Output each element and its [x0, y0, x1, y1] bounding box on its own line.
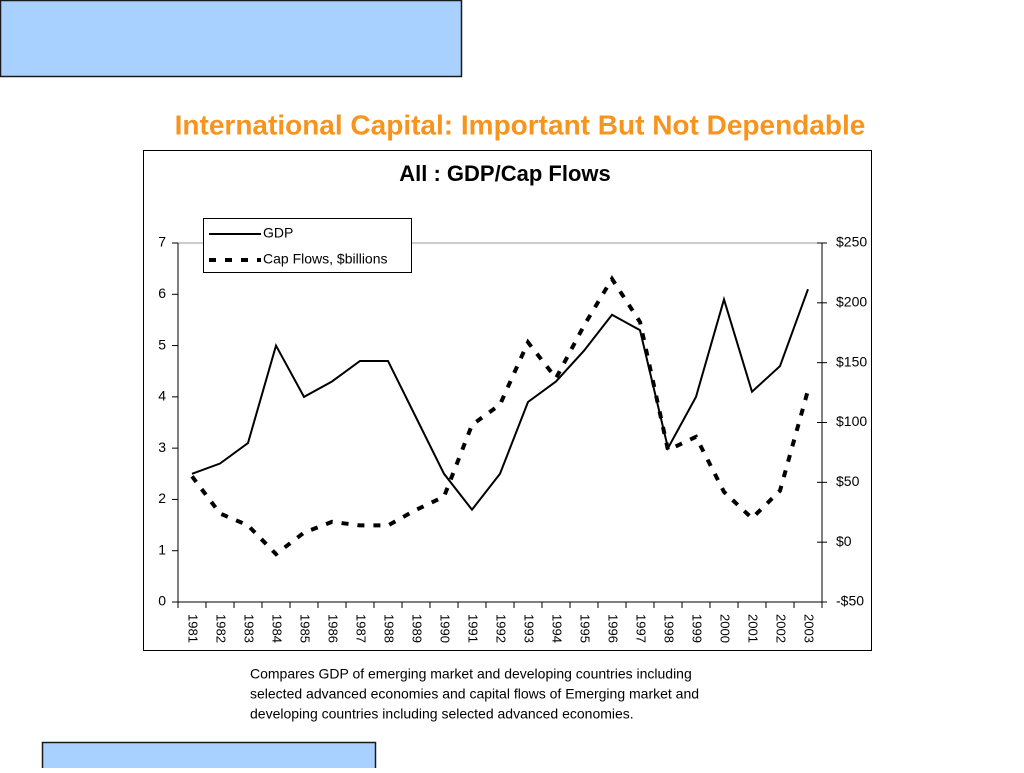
x-tick-label: 1991 [466, 614, 481, 643]
x-tick-label: 1984 [270, 614, 285, 643]
y2-tick-label: -$50 [836, 593, 864, 609]
x-tick-label: 1988 [382, 614, 397, 643]
legend-label: Cap Flows, $billions [263, 251, 388, 267]
y2-tick-label: $250 [836, 234, 867, 250]
x-tick-label: 1992 [494, 614, 509, 643]
caption-line: developing countries including selected … [250, 706, 634, 722]
y-tick-label: 0 [158, 593, 166, 609]
x-tick-label: 1986 [326, 614, 341, 643]
x-tick-label: 1983 [242, 614, 257, 643]
slide-title: International Capital: Important But Not… [175, 109, 866, 140]
legend-box [203, 218, 412, 273]
caption-line: selected advanced economies and capital … [250, 686, 699, 702]
legend-label: GDP [263, 225, 293, 241]
x-tick-label: 1995 [578, 614, 593, 643]
caption-line: Compares GDP of emerging market and deve… [250, 666, 692, 682]
plot: 0 1 2 3 4 5 6 7 -$50 $0 $50 $100 $150 $200 $250 1981 198… [158, 218, 867, 643]
y2-tick-label: $0 [836, 533, 852, 549]
y-tick-label: 4 [158, 388, 166, 404]
y-tick-label: 6 [158, 285, 166, 301]
x-tick-label: 1990 [438, 614, 453, 643]
x-tick-label: 2003 [802, 614, 817, 643]
x-tick-label: 1997 [634, 614, 649, 643]
x-tick-label: 1994 [550, 614, 565, 643]
x-tick-label: 1993 [522, 614, 537, 643]
chart-title: All : GDP/Cap Flows [399, 161, 610, 186]
header-box [0, 0, 463, 78]
series-line [191, 288, 809, 512]
y2-tick-label: $150 [836, 353, 867, 369]
x-tick-label: 2002 [774, 614, 789, 643]
x-tick-label: 2001 [746, 614, 761, 643]
x-tick-label: 1987 [354, 614, 369, 643]
y-tick-label: 5 [158, 336, 166, 352]
x-tick-label: 1996 [606, 614, 621, 643]
y-tick-label: 2 [158, 490, 166, 506]
x-tick-label: 1981 [186, 614, 201, 643]
x-tick-label: 1999 [690, 614, 705, 643]
y2-tick-label: $100 [836, 413, 867, 429]
y2-tick-label: $50 [836, 473, 860, 489]
x-tick-label: 1989 [410, 614, 425, 643]
y-tick-label: 1 [158, 541, 166, 557]
y-tick-label: 7 [158, 234, 166, 250]
y-tick-label: 3 [158, 439, 166, 455]
x-tick-label: 2000 [718, 614, 733, 643]
x-tick-label: 1982 [214, 614, 229, 643]
y2-tick-label: $200 [836, 294, 867, 310]
x-tick-label: 1998 [662, 614, 677, 643]
footer-box [41, 741, 377, 773]
x-tick-label: 1985 [298, 614, 313, 643]
